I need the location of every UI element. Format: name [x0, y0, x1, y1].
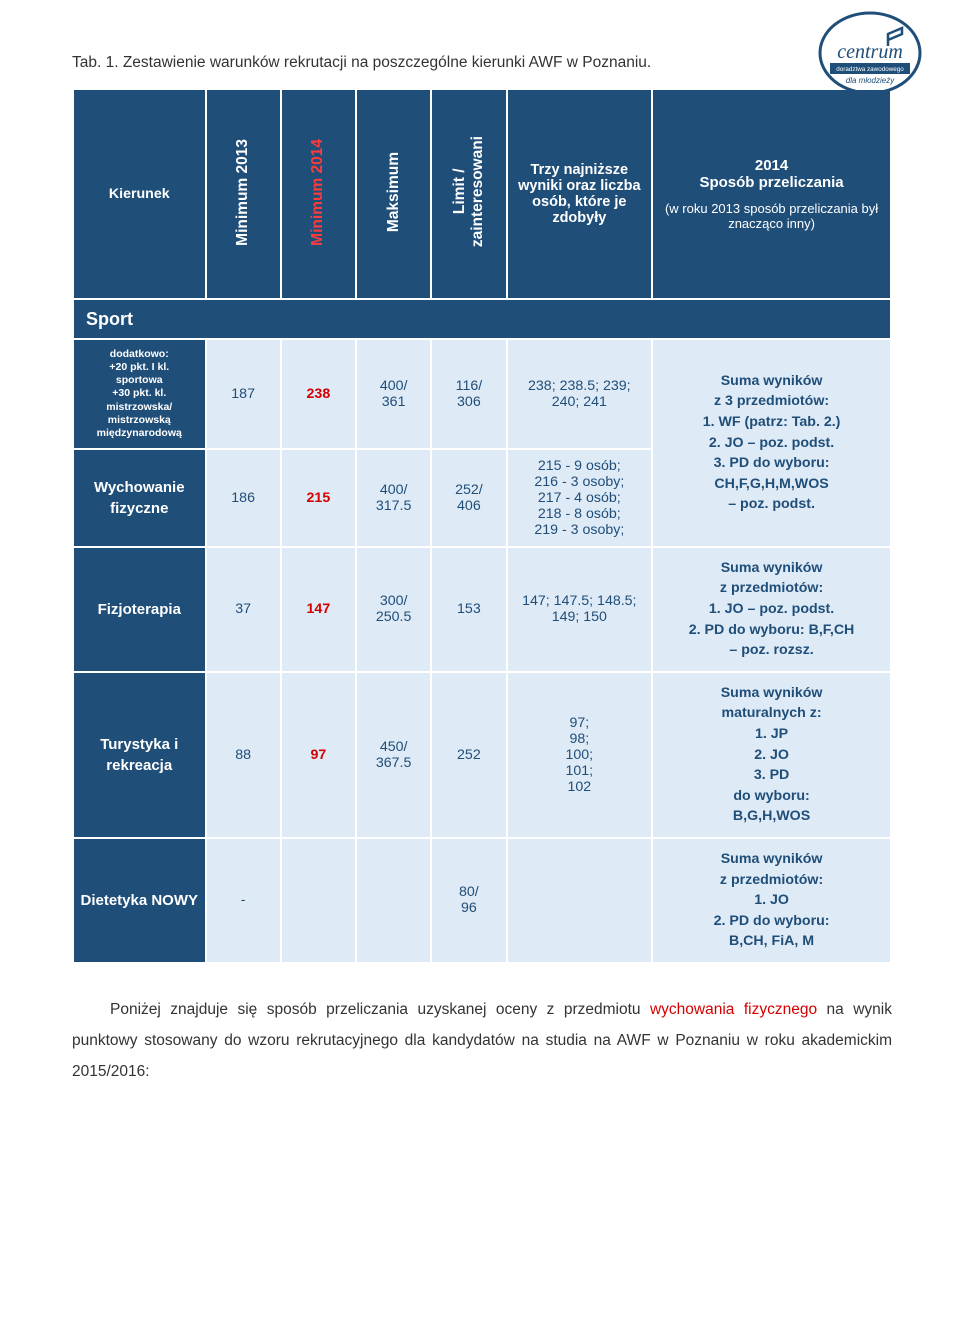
footer-text-a: Poniżej znajduje się sposób przeliczania… [110, 1001, 650, 1018]
cell-kier-tur: Turystyka i rekreacja [73, 672, 206, 838]
cell-maks: 400/ 361 [356, 339, 431, 449]
row-sport-dodatkowo: dodatkowo: +20 pkt. I kl. sportowa +30 p… [73, 339, 891, 449]
col-limit: Limit / zainteresowani [431, 89, 506, 299]
cell-min13: 187 [206, 339, 281, 449]
footer-paragraph: Poniżej znajduje się sposób przeliczania… [72, 994, 892, 1087]
cell-maks: 400/ 317.5 [356, 449, 431, 547]
cell-min14: 238 [281, 339, 356, 449]
row-dietetyka: Dietetyka NOWY - 80/ 96 Suma wyników z p… [73, 838, 891, 963]
section-label: Sport [73, 299, 891, 339]
footer-text-wf: wychowania fizycznego [650, 1001, 817, 1018]
cell-kier-wych: Wychowanie fizyczne [73, 449, 206, 547]
cell-kier-fizjo: Fizjoterapia [73, 547, 206, 672]
row-turystyka: Turystyka i rekreacja 88 97 450/ 367.5 2… [73, 672, 891, 838]
cell-limit: 80/ 96 [431, 838, 506, 963]
col-maksimum: Maksimum [356, 89, 431, 299]
cell-min14 [281, 838, 356, 963]
cell-limit: 116/ 306 [431, 339, 506, 449]
cell-sposob-fizjo: Suma wyników z przedmiotów: 1. JO – poz.… [652, 547, 891, 672]
cell-sposob-diet: Suma wyników z przedmiotów: 1. JO 2. PD … [652, 838, 891, 963]
cell-trzy: 97; 98; 100; 101; 102 [507, 672, 653, 838]
cell-min14: 147 [281, 547, 356, 672]
cell-min14: 97 [281, 672, 356, 838]
logo-text-line1: doradztwa zawodowego [836, 66, 904, 73]
cell-maks: 300/ 250.5 [356, 547, 431, 672]
cell-limit: 153 [431, 547, 506, 672]
cell-kier-diet: Dietetyka NOWY [73, 838, 206, 963]
cell-min13: - [206, 838, 281, 963]
cell-trzy [507, 838, 653, 963]
col-trzy: Trzy najniższe wyniki oraz liczba osób, … [507, 89, 653, 299]
col-min2014: Minimum 2014 [281, 89, 356, 299]
col-kierunek: Kierunek [73, 89, 206, 299]
table-caption: Tab. 1. Zestawienie warunków rekrutacji … [72, 54, 892, 72]
table-header-row: Kierunek Minimum 2013 Minimum 2014 Maksi… [73, 89, 891, 299]
cell-maks: 450/ 367.5 [356, 672, 431, 838]
cell-limit: 252 [431, 672, 506, 838]
logo-text-main: centrum [837, 41, 903, 63]
centrum-logo: centrum doradztwa zawodowego dla młodzie… [814, 10, 926, 96]
cell-kier-dodatkowo: dodatkowo: +20 pkt. I kl. sportowa +30 p… [73, 339, 206, 449]
cell-min13: 88 [206, 672, 281, 838]
cell-min13: 186 [206, 449, 281, 547]
cell-trzy: 238; 238.5; 239; 240; 241 [507, 339, 653, 449]
cell-trzy: 147; 147.5; 148.5; 149; 150 [507, 547, 653, 672]
col-sposob: 2014 Sposób przeliczania (w roku 2013 sp… [652, 89, 891, 299]
row-fizjoterapia: Fizjoterapia 37 147 300/ 250.5 153 147; … [73, 547, 891, 672]
recruitment-table: Kierunek Minimum 2013 Minimum 2014 Maksi… [72, 88, 892, 964]
logo-text-line2: dla młodzieży [846, 76, 895, 85]
section-sport: Sport [73, 299, 891, 339]
cell-min13: 37 [206, 547, 281, 672]
cell-maks [356, 838, 431, 963]
cell-sposob-1: Suma wyników z 3 przedmiotów: 1. WF (pat… [652, 339, 891, 547]
cell-limit: 252/ 406 [431, 449, 506, 547]
cell-trzy: 215 - 9 osób; 216 - 3 osoby; 217 - 4 osó… [507, 449, 653, 547]
cell-sposob-tur: Suma wyników maturalnych z: 1. JP 2. JO … [652, 672, 891, 838]
col-min2013: Minimum 2013 [206, 89, 281, 299]
cell-min14: 215 [281, 449, 356, 547]
